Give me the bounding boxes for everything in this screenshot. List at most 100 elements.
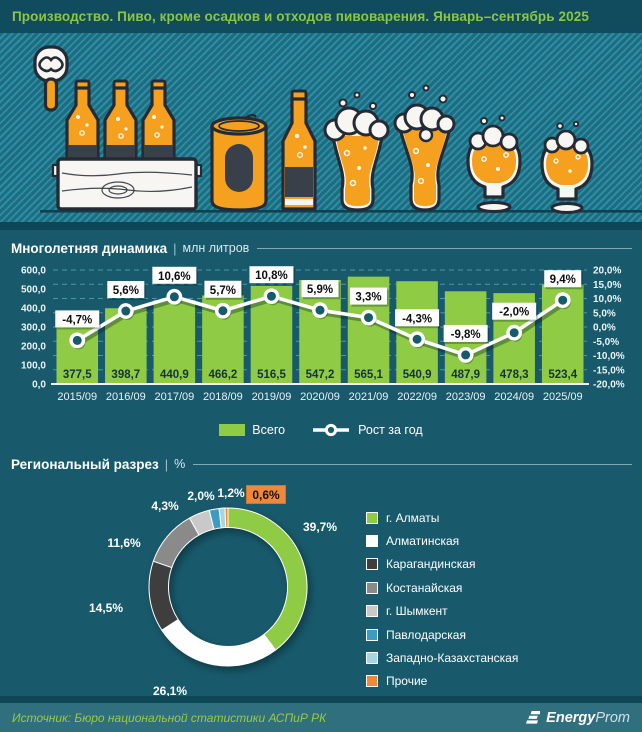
- svg-text:540,9: 540,9: [403, 369, 432, 381]
- legend-swatch: [366, 605, 378, 618]
- svg-text:14,5%: 14,5%: [89, 601, 123, 615]
- svg-text:4,3%: 4,3%: [151, 499, 179, 513]
- svg-text:10,6%: 10,6%: [158, 271, 191, 283]
- beer-glass-tall-1: [323, 91, 390, 212]
- svg-text:10,8%: 10,8%: [255, 270, 288, 282]
- svg-text:2018/09: 2018/09: [203, 391, 243, 403]
- energyprom-logo: EnergyProm: [523, 710, 630, 726]
- svg-text:3,3%: 3,3%: [355, 292, 381, 304]
- beer-crate: [51, 79, 203, 211]
- legend-item: г. Алматы: [366, 506, 518, 529]
- svg-text:100,0: 100,0: [21, 361, 46, 372]
- dynamics-section: Многолетняя динамика | млн литров 20,0% 1…: [0, 238, 642, 440]
- legend-label: г. Алматы: [386, 510, 440, 525]
- svg-text:-9,8%: -9,8%: [451, 329, 481, 341]
- beer-bottle: [281, 89, 317, 211]
- source-note: Источник: Бюро национальной статистики А…: [12, 710, 327, 725]
- legend-item: Павлодарская: [366, 623, 518, 646]
- title-rule: [257, 247, 632, 249]
- donut-area: 39,7% 26,1% 14,5% 11,6% 4,3% 2,0% 1,2% 0,6% г. …: [0, 474, 642, 696]
- svg-text:565,1: 565,1: [354, 369, 383, 381]
- svg-text:2020/09: 2020/09: [300, 391, 340, 403]
- svg-text:26,1%: 26,1%: [153, 684, 187, 696]
- svg-text:200,0: 200,0: [21, 342, 46, 353]
- svg-text:2024/09: 2024/09: [494, 391, 534, 403]
- legend-item: г. Шымкент: [366, 600, 518, 623]
- page-title: Производство. Пиво, кроме осадков и отхо…: [12, 9, 589, 24]
- svg-text:2022/09: 2022/09: [397, 391, 437, 403]
- svg-text:2025/09: 2025/09: [543, 391, 583, 403]
- energyprom-icon: [526, 711, 541, 724]
- legend-swatch: [366, 581, 378, 594]
- beer-illustration: [33, 45, 642, 214]
- svg-text:398,7: 398,7: [111, 369, 140, 381]
- svg-text:478,3: 478,3: [500, 369, 529, 381]
- svg-text:377,5: 377,5: [63, 369, 92, 381]
- svg-text:300,0: 300,0: [21, 323, 46, 334]
- svg-text:400,0: 400,0: [21, 304, 46, 315]
- legend-swatch: [366, 511, 378, 524]
- title-separator: |: [164, 456, 169, 472]
- legend-item: Алматинская: [366, 529, 518, 552]
- legend-label: Западно-Казахстанская: [386, 651, 519, 666]
- svg-text:2017/09: 2017/09: [154, 391, 194, 403]
- svg-text:20,0%: 20,0%: [593, 266, 621, 277]
- legend-item-total: Всего: [219, 423, 285, 437]
- donut-legend: г. Алматы Алматинская Карагандинская Костан…: [366, 506, 518, 693]
- svg-text:1,2%: 1,2%: [217, 486, 245, 500]
- svg-text:2,0%: 2,0%: [187, 489, 215, 503]
- legend-label: Костанайская: [386, 580, 463, 595]
- legend-line-label: Рост за год: [358, 423, 423, 437]
- svg-text:9,4%: 9,4%: [550, 274, 576, 286]
- svg-text:-15,0%: -15,0%: [593, 365, 625, 376]
- svg-text:2015/09: 2015/09: [57, 391, 97, 403]
- svg-text:10,0%: 10,0%: [593, 294, 621, 305]
- svg-text:2016/09: 2016/09: [106, 391, 146, 403]
- legend-item: Карагандинская: [366, 553, 518, 576]
- svg-text:5,6%: 5,6%: [113, 285, 139, 297]
- beer-glass-tall-2: [393, 84, 456, 212]
- svg-text:5,9%: 5,9%: [307, 284, 333, 296]
- legend-item: Западно-Казахстанская: [366, 646, 518, 669]
- svg-text:-5,0%: -5,0%: [593, 337, 619, 348]
- legend-swatch: [366, 652, 378, 665]
- legend-swatch: [366, 535, 378, 548]
- legend-label: г. Шымкент: [386, 604, 448, 619]
- svg-text:547,2: 547,2: [306, 369, 335, 381]
- ground-line: [40, 210, 642, 213]
- svg-text:39,7%: 39,7%: [303, 520, 337, 534]
- legend-item: Прочие: [366, 670, 518, 693]
- legend-item-growth: Рост за год: [311, 423, 423, 437]
- legend-bar-label: Всего: [252, 423, 286, 437]
- svg-text:0,0: 0,0: [32, 380, 46, 391]
- svg-text:5,7%: 5,7%: [210, 285, 236, 297]
- beer-illustration-band: [0, 33, 642, 230]
- title-separator: |: [173, 240, 177, 256]
- svg-text:516,5: 516,5: [257, 369, 286, 381]
- svg-text:0,6%: 0,6%: [252, 488, 280, 502]
- svg-text:500,0: 500,0: [21, 285, 46, 296]
- svg-text:5,0%: 5,0%: [593, 308, 616, 319]
- svg-text:-4,7%: -4,7%: [62, 314, 92, 326]
- svg-text:487,9: 487,9: [451, 369, 480, 381]
- svg-text:600,0: 600,0: [21, 266, 46, 277]
- svg-text:440,9: 440,9: [160, 369, 189, 381]
- beer-glass-stem-1: [466, 114, 522, 213]
- brand-light: Prom: [595, 709, 630, 726]
- svg-text:-10,0%: -10,0%: [593, 351, 625, 362]
- dynamics-unit: млн литров: [182, 241, 250, 255]
- dynamics-title: Многолетняя динамика: [11, 240, 168, 256]
- bar-line-chart: 20,0% 15,0% 10,0% 5,0% 0,0% -5,0% -10,0% -15,0%…: [21, 266, 625, 404]
- donut-chart: 39,7% 26,1% 14,5% 11,6% 4,3% 2,0% 1,2% 0,6%: [89, 485, 337, 696]
- legend-bar-swatch: [219, 424, 246, 436]
- footer-bar: Источник: Бюро национальной статистики А…: [0, 696, 642, 732]
- regional-section-header: Региональный разрез | %: [0, 454, 642, 474]
- bottle-opener-icon: [33, 45, 69, 112]
- svg-text:2021/09: 2021/09: [349, 391, 389, 403]
- legend-swatch: [366, 628, 378, 641]
- svg-text:523,4: 523,4: [548, 369, 577, 381]
- header-bar: Производство. Пиво, кроме осадков и отхо…: [0, 0, 642, 33]
- regional-section: Региональный разрез | % 39,7% 26,1% 14,5% 1…: [0, 454, 642, 696]
- brand-bold: Energy: [546, 709, 596, 726]
- legend-label: Павлодарская: [386, 627, 466, 642]
